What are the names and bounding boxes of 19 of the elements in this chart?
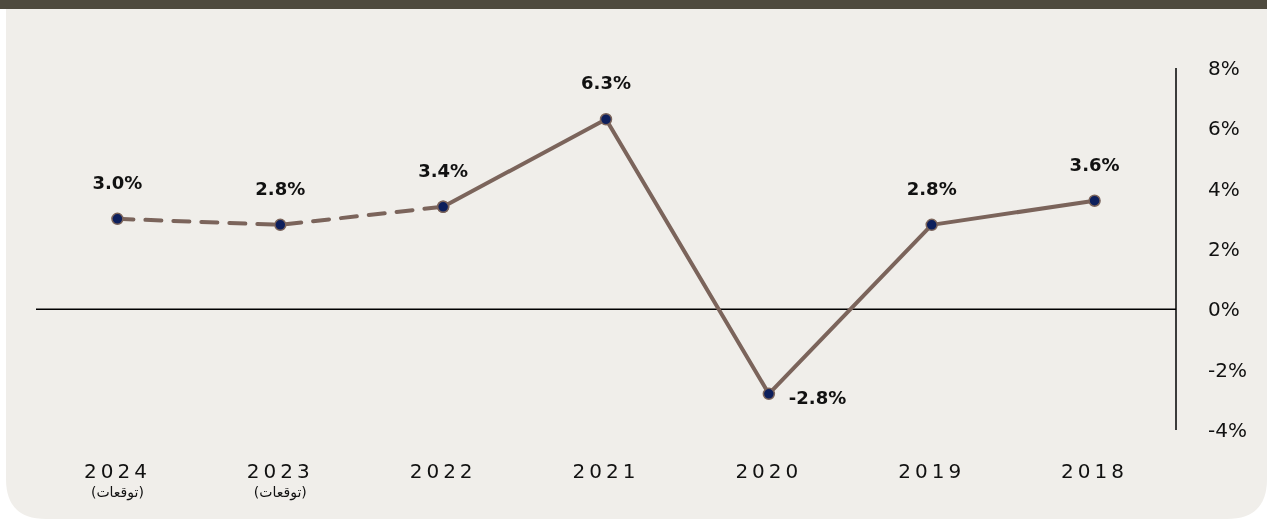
x-tick-label: 2019 xyxy=(898,459,966,483)
y-tick-label: -2% xyxy=(1208,357,1247,382)
data-label: -2.8% xyxy=(788,386,847,408)
y-tick-label: 2% xyxy=(1208,237,1240,261)
x-tick-label: 2021 xyxy=(572,459,640,483)
y-tick-label: -4% xyxy=(1208,418,1247,442)
x-tick-label: 2022 xyxy=(409,459,477,483)
x-tick-label: 2020 xyxy=(735,459,803,483)
data-label: 3.6% xyxy=(1069,153,1120,175)
y-tick-label: 8% xyxy=(1208,56,1240,80)
data-label: 6.3% xyxy=(581,72,631,94)
data-label: 2.8% xyxy=(906,177,957,199)
y-tick-label: 0% xyxy=(1208,297,1240,322)
x-tick-label: 2018 xyxy=(1061,459,1129,483)
y-tick-label: 6% xyxy=(1208,116,1240,141)
y-tick-label: 4% xyxy=(1208,176,1240,201)
data-label: 3.0% xyxy=(92,171,143,193)
data-label: 3.4% xyxy=(418,159,469,181)
data-label: 2.8% xyxy=(255,177,306,199)
